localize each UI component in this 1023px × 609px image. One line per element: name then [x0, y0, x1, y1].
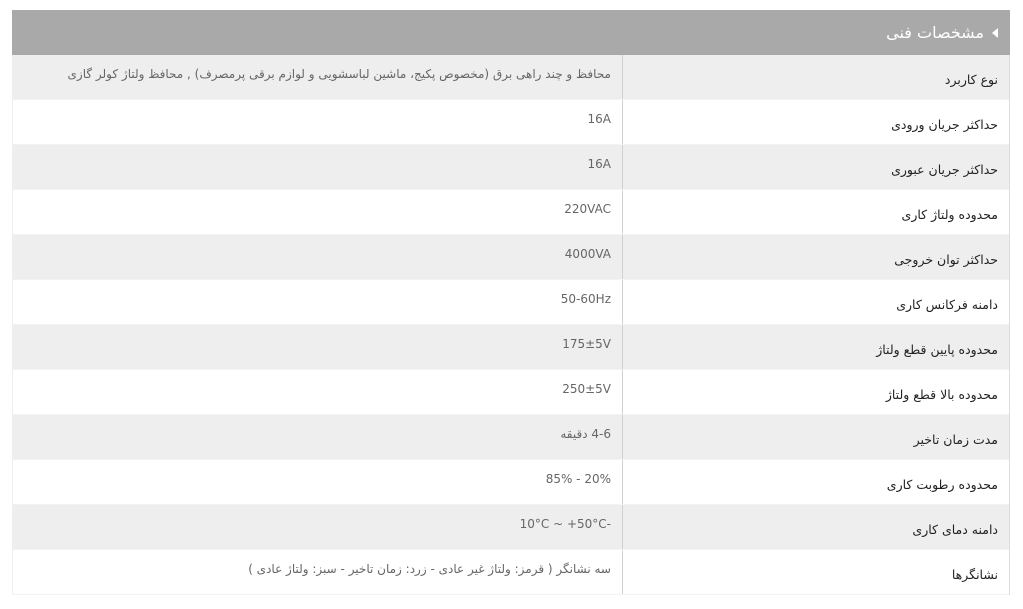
spec-row: نوع کاربرد محافظ و چند راهی برق (مخصوص پک…: [13, 55, 1009, 100]
spec-label: دامنه فرکانس کاری: [622, 280, 1009, 324]
spec-value: -10°C ~ +50°C: [519, 517, 611, 531]
spec-row: مدت زمان تاخیر 4-6 دقیقه: [13, 415, 1009, 460]
spec-label: مدت زمان تاخیر: [622, 415, 1009, 459]
specs-table: مشخصات فنی نوع کاربرد محافظ و چند راهی بر…: [12, 10, 1010, 595]
triangle-left-icon: [992, 27, 998, 38]
spec-row: نشانگرها سه نشانگر ( قرمز: ولتاژ غیر عادی…: [13, 550, 1009, 595]
spec-row: محدوده ولتاژ کاری 220VAC: [13, 190, 1009, 235]
spec-row: محدوده رطوبت کاری 20% - 85%: [13, 460, 1009, 505]
spec-value: سه نشانگر ( قرمز: ولتاژ غیر عادی - زرد: …: [248, 562, 611, 576]
spec-label: حداکثر جریان ورودی: [622, 100, 1009, 144]
specs-title: مشخصات فنی: [886, 23, 984, 42]
spec-label: دامنه دمای کاری: [622, 505, 1009, 549]
spec-row: حداکثر جریان ورودی 16A: [13, 100, 1009, 145]
spec-row: دامنه فرکانس کاری 50-60Hz: [13, 280, 1009, 325]
spec-value: 175±5V: [562, 337, 611, 351]
spec-label: نشانگرها: [622, 550, 1009, 594]
spec-label: محدوده بالا قطع ولتاژ: [622, 370, 1009, 414]
spec-value: 4000VA: [564, 247, 611, 261]
spec-label: محدوده پایین قطع ولتاژ: [622, 325, 1009, 369]
spec-label: محدوده ولتاژ کاری: [622, 190, 1009, 234]
spec-row: حداکثر جریان عبوری 16A: [13, 145, 1009, 190]
spec-label: نوع کاربرد: [622, 55, 1009, 99]
spec-row: دامنه دمای کاری -10°C ~ +50°C: [13, 505, 1009, 550]
spec-value: 220VAC: [564, 202, 611, 216]
spec-value: 16A: [587, 112, 611, 126]
spec-label: حداکثر جریان عبوری: [622, 145, 1009, 189]
spec-value: 20% - 85%: [545, 472, 611, 486]
spec-label: محدوده رطوبت کاری: [622, 460, 1009, 504]
spec-row: حداکثر توان خروجی 4000VA: [13, 235, 1009, 280]
spec-value: 50-60Hz: [560, 292, 611, 306]
spec-value: 16A: [587, 157, 611, 171]
spec-value: محافظ و چند راهی برق (مخصوص پکیج، ماشین …: [67, 67, 611, 81]
spec-value: 250±5V: [562, 382, 611, 396]
spec-row: محدوده پایین قطع ولتاژ 175±5V: [13, 325, 1009, 370]
specs-rows: نوع کاربرد محافظ و چند راهی برق (مخصوص پک…: [12, 55, 1010, 595]
spec-label: حداکثر توان خروجی: [622, 235, 1009, 279]
specs-header[interactable]: مشخصات فنی: [12, 10, 1010, 55]
spec-value: 4-6 دقیقه: [560, 427, 611, 441]
spec-row: محدوده بالا قطع ولتاژ 250±5V: [13, 370, 1009, 415]
